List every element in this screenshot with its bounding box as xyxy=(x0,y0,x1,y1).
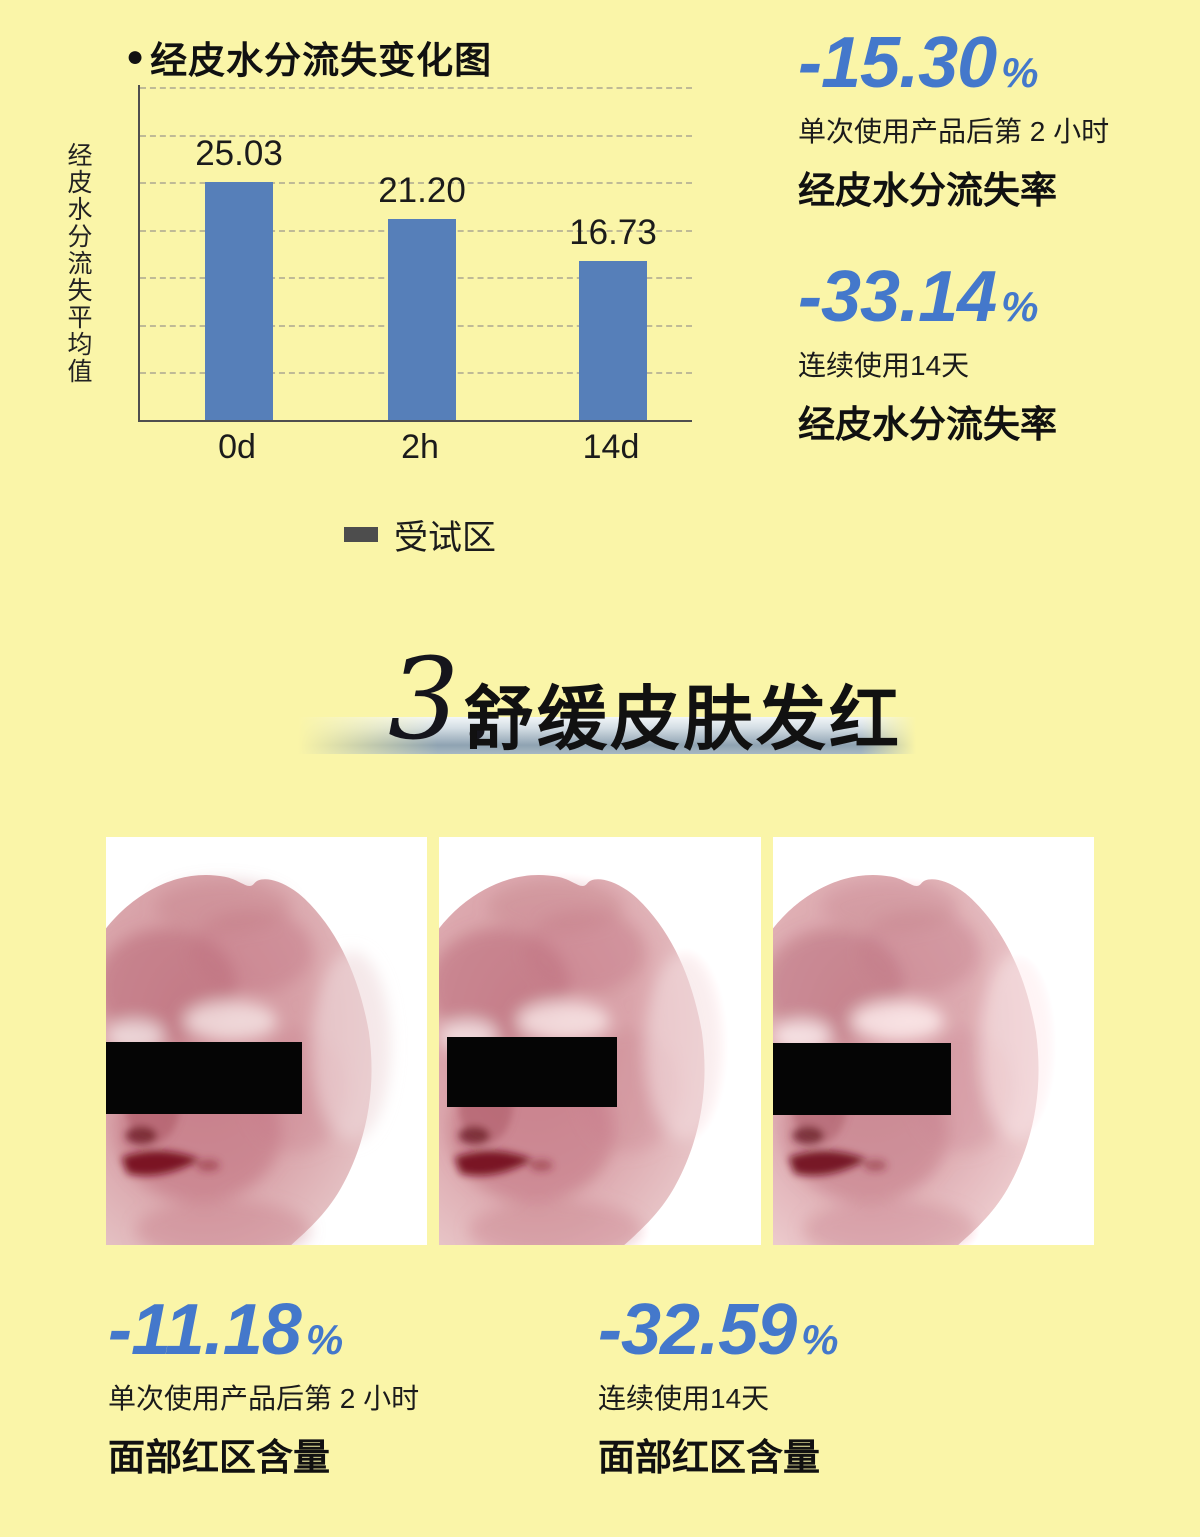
stat-condition: 连续使用14天 xyxy=(798,349,970,381)
stat-condition: 单次使用产品后第 2 小时 xyxy=(108,1382,420,1414)
bar-group-14d: 16.73 xyxy=(569,85,657,420)
percent-sign: % xyxy=(1001,283,1038,330)
bar-14d xyxy=(579,261,647,420)
stat-condition: 单次使用产品后第 2 小时 xyxy=(798,115,1110,147)
bar-value-label: 25.03 xyxy=(195,134,283,173)
stat-metric: 经皮水分流失率 xyxy=(798,169,1057,211)
chart-title-row: ● 经皮水分流失变化图 xyxy=(126,30,492,84)
percent-sign: % xyxy=(305,1316,343,1363)
stat-redness-14d: -32.59% 连续使用14天 面部红区含量 xyxy=(598,1290,839,1481)
privacy-bar-icon xyxy=(106,1042,302,1114)
privacy-bar-icon xyxy=(447,1037,618,1107)
stat-redness-2h: -11.18% 单次使用产品后第 2 小时 面部红区含量 xyxy=(108,1290,420,1481)
stat-value: -32.59% xyxy=(598,1290,839,1370)
chart-legend: 受试区 xyxy=(344,510,496,559)
legend-label: 受试区 xyxy=(394,519,496,557)
privacy-bar-icon xyxy=(772,1043,951,1115)
x-tick-0d: 0d xyxy=(218,428,256,466)
silver-band xyxy=(298,717,916,754)
gridline xyxy=(140,87,692,89)
bar-2h xyxy=(388,219,456,420)
bullet-icon: ● xyxy=(126,40,145,73)
section-title: 舒缓皮肤发红 xyxy=(464,680,902,758)
bar-value-label: 21.20 xyxy=(378,171,466,210)
percent-sign: % xyxy=(1001,49,1038,96)
stat-value: -15.30% xyxy=(798,23,1039,103)
stat-metric: 经皮水分流失率 xyxy=(798,403,1057,445)
stat-value: -33.14% xyxy=(798,257,1039,337)
bar-group-2h: 21.20 xyxy=(378,85,466,420)
plot-area: 25.03 21.20 16.73 xyxy=(138,85,692,422)
y-axis-label: 经皮水分流失平均值 xyxy=(64,142,92,385)
stat-value: -11.18% xyxy=(108,1290,343,1370)
gridline xyxy=(140,182,692,184)
face-photo-1 xyxy=(106,837,428,1245)
bar-group-0d: 25.03 xyxy=(195,85,283,420)
face-photo-2 xyxy=(439,837,761,1245)
face-photo-row xyxy=(106,837,1094,1245)
stat-metric: 面部红区含量 xyxy=(108,1436,330,1478)
face-photo-3 xyxy=(772,837,1094,1245)
stat-metric: 面部红区含量 xyxy=(598,1436,820,1478)
stat-tewl-2h: -15.30% 单次使用产品后第 2 小时 经皮水分流失率 xyxy=(798,23,1110,214)
percent-sign: % xyxy=(801,1316,838,1363)
x-tick-2h: 2h xyxy=(401,428,439,466)
stat-tewl-14d: -33.14% 连续使用14天 经皮水分流失率 xyxy=(798,257,1057,448)
bar-0d xyxy=(205,182,273,420)
gridline xyxy=(140,135,692,137)
legend-swatch-icon xyxy=(344,527,378,542)
x-tick-14d: 14d xyxy=(582,428,640,466)
stat-condition: 连续使用14天 xyxy=(598,1382,770,1414)
chart-title: 经皮水分流失变化图 xyxy=(150,40,493,81)
bar-value-label: 16.73 xyxy=(569,213,657,252)
section-number: 3. xyxy=(388,635,495,765)
